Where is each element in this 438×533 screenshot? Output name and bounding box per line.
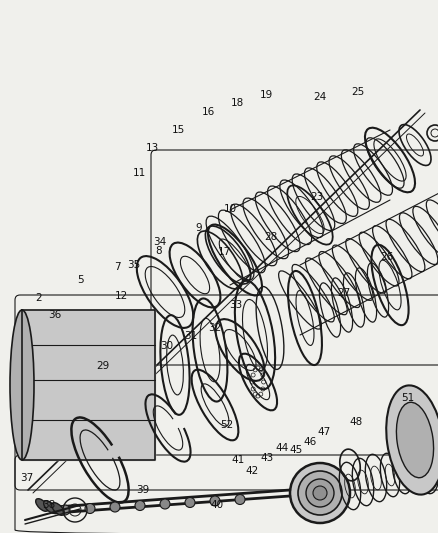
Text: 33: 33 [229, 300, 242, 310]
Text: 18: 18 [230, 98, 243, 108]
Text: 35: 35 [127, 260, 140, 270]
Text: 10: 10 [224, 204, 237, 214]
Ellipse shape [184, 497, 194, 507]
Ellipse shape [290, 463, 349, 523]
Text: 44: 44 [275, 443, 288, 454]
Text: 32: 32 [207, 324, 221, 334]
Text: 40: 40 [210, 500, 223, 510]
Text: 5: 5 [77, 275, 83, 285]
Text: 15: 15 [172, 125, 185, 135]
Text: 23: 23 [309, 191, 323, 201]
Text: 41: 41 [231, 455, 244, 465]
Text: 27: 27 [336, 288, 350, 298]
Polygon shape [22, 310, 155, 460]
Text: 34: 34 [153, 237, 166, 247]
Ellipse shape [60, 505, 70, 515]
Text: 37: 37 [20, 473, 33, 483]
Text: 12: 12 [115, 292, 128, 302]
Text: 24: 24 [312, 92, 326, 102]
Text: 31: 31 [184, 332, 198, 342]
Text: 25: 25 [350, 87, 363, 97]
Ellipse shape [385, 385, 438, 495]
Text: 51: 51 [400, 393, 413, 403]
Text: 48: 48 [349, 417, 362, 427]
Ellipse shape [312, 486, 326, 500]
Text: 19: 19 [259, 90, 272, 100]
Text: 30: 30 [160, 342, 173, 351]
Ellipse shape [35, 499, 48, 511]
Ellipse shape [297, 471, 341, 515]
Text: 2: 2 [35, 293, 42, 303]
Ellipse shape [305, 479, 333, 507]
Text: 29: 29 [96, 361, 109, 371]
Text: 16: 16 [201, 107, 214, 117]
Ellipse shape [52, 503, 64, 515]
Ellipse shape [85, 504, 95, 513]
Ellipse shape [234, 495, 244, 505]
Text: 45: 45 [289, 445, 302, 455]
Text: 26: 26 [379, 252, 393, 262]
Text: 42: 42 [245, 466, 258, 476]
Text: 7: 7 [114, 262, 120, 271]
Text: 11: 11 [133, 168, 146, 178]
Ellipse shape [209, 496, 219, 506]
Text: 17: 17 [217, 247, 231, 257]
Text: 36: 36 [49, 310, 62, 320]
Text: 38: 38 [42, 500, 56, 510]
Text: 28: 28 [264, 231, 277, 241]
Text: 13: 13 [145, 143, 159, 153]
Ellipse shape [110, 502, 120, 512]
Ellipse shape [43, 500, 56, 513]
Text: 8: 8 [155, 246, 162, 256]
Text: 43: 43 [260, 454, 273, 463]
Ellipse shape [396, 402, 433, 478]
Text: 9: 9 [195, 223, 201, 233]
Text: 46: 46 [303, 437, 316, 447]
Ellipse shape [135, 500, 145, 511]
Text: 39: 39 [136, 484, 149, 495]
Text: 52: 52 [220, 420, 233, 430]
Ellipse shape [159, 499, 170, 509]
Ellipse shape [10, 310, 34, 460]
Text: 47: 47 [316, 427, 329, 437]
